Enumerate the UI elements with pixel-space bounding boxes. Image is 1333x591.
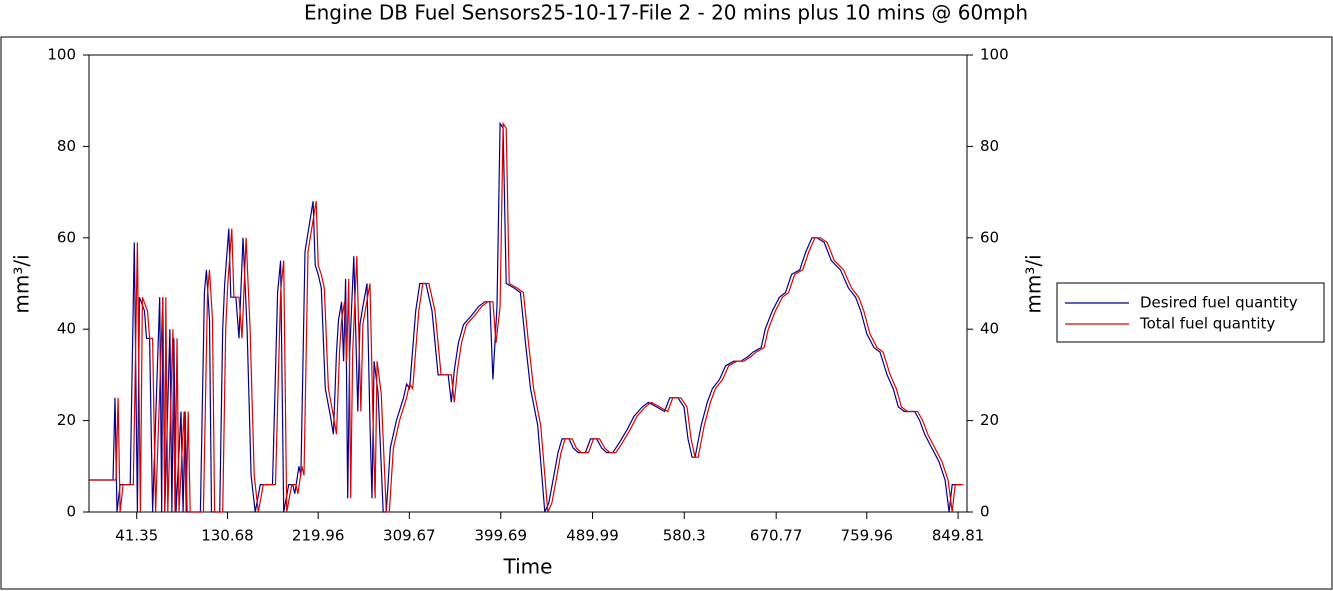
x-tick-label: 219.96 [292, 527, 345, 545]
y2-tick-label: 0 [980, 503, 990, 521]
y-tick-label: 60 [57, 228, 76, 246]
legend-box [1056, 282, 1325, 343]
line-series [89, 121, 961, 513]
chart-title: Engine DB Fuel Sensors25-10-17-File 2 - … [304, 1, 1028, 25]
y2-tick-label: 100 [980, 46, 1009, 64]
x-tick-label: 41.35 [115, 527, 158, 545]
line-series [89, 121, 964, 513]
x-tick-label: 670.77 [750, 527, 803, 545]
x-tick-label: 759.96 [841, 527, 894, 545]
y2-tick-label: 20 [980, 411, 999, 429]
frame [0, 36, 1333, 590]
x-tick-label: 309.67 [383, 527, 436, 545]
legend-label: Desired fuel quantity [1140, 294, 1298, 312]
y-tick-label: 40 [57, 320, 76, 338]
x-tick-label: 130.68 [201, 527, 254, 545]
x-tick-label: 489.99 [566, 527, 619, 545]
legend-label: Total fuel quantity [1139, 315, 1275, 333]
y2-tick-label: 80 [980, 137, 999, 155]
y2-tick-label: 60 [980, 228, 999, 246]
y2-tick-label: 40 [980, 320, 999, 338]
x-tick-label: 399.69 [475, 527, 528, 545]
y-tick-label: 20 [57, 411, 76, 429]
x-tick-label: 580.3 [663, 527, 706, 545]
plot-area [88, 54, 968, 513]
x-axis-label: Time [503, 555, 553, 579]
y-tick-label: 0 [66, 503, 76, 521]
y-tick-label: 100 [47, 46, 76, 64]
y-axis-label: mm³/i [10, 254, 34, 313]
x-tick-label: 849.81 [932, 527, 985, 545]
y-tick-label: 80 [57, 137, 76, 155]
y2-axis-label: mm³/i [1022, 254, 1046, 313]
